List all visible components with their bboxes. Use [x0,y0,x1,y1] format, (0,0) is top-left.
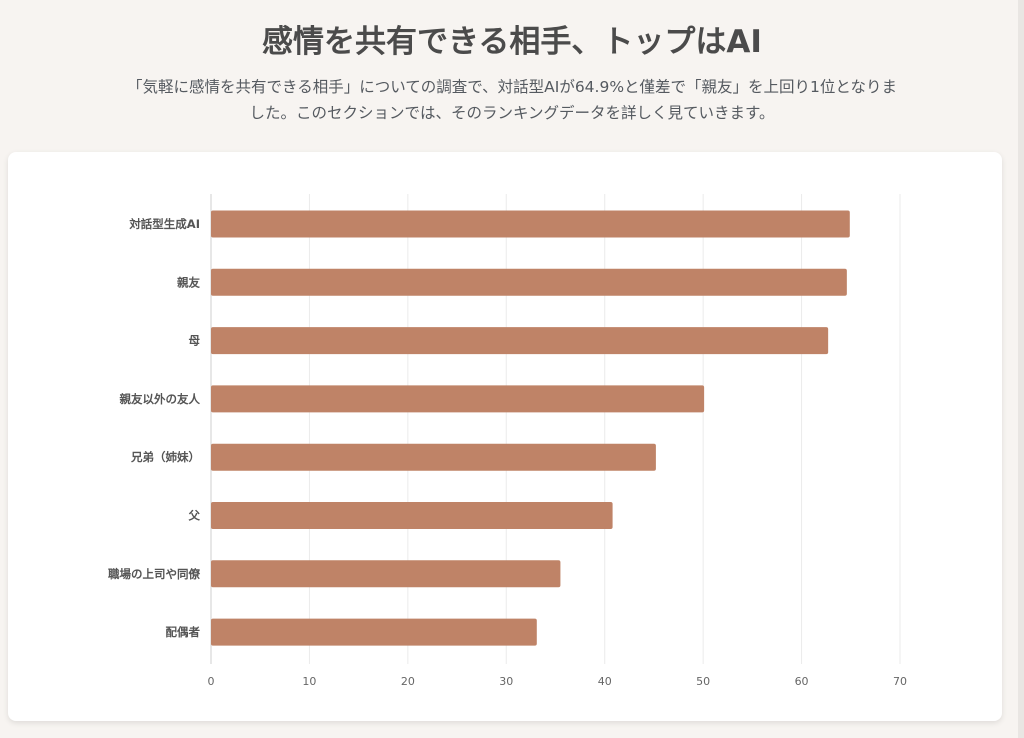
bar[interactable] [211,502,613,529]
category-label: 親友 [177,275,200,289]
category-label: 職場の上司や同僚 [108,567,200,581]
bar[interactable] [211,327,829,355]
x-axis-ticks: 0 10 20 30 40 50 60 70 [208,675,908,688]
category-label: 配偶者 [166,625,201,639]
x-tick-label: 70 [893,675,907,688]
chart-card: 対話型生成AI 親友母親友以外の友人兄弟（姉妹） 父職場の上司や同僚配偶者 0 10 2… [8,152,1002,721]
category-label: 親友以外の友人 [120,392,201,406]
page-title: 感情を共有できる相手、トップはAI [262,24,762,60]
bars [211,210,850,646]
bar[interactable] [211,268,847,296]
x-tick-label: 60 [795,675,809,688]
category-label: 母 [189,334,201,348]
bar[interactable] [211,210,850,238]
x-tick-label: 0 [208,675,215,688]
x-tick-label: 30 [499,675,513,688]
bar[interactable] [211,385,705,413]
category-label: 兄弟（姉妹） [130,450,200,464]
category-label: 対話型生成AI [128,217,200,231]
category-label: 父 [188,509,201,523]
bar[interactable] [211,443,656,471]
bar[interactable] [211,618,537,646]
x-tick-label: 40 [598,675,612,688]
x-tick-label: 50 [696,675,710,688]
bar[interactable] [211,560,561,588]
scrollbar-track[interactable] [1018,0,1024,738]
grid-lines [210,194,901,664]
page-subtitle: 「気軽に感情を共有できる相手」についての調査で、対話型AIが64.9%と僅差で「… [127,78,897,122]
x-tick-label: 10 [302,675,316,688]
x-tick-label: 20 [401,675,415,688]
